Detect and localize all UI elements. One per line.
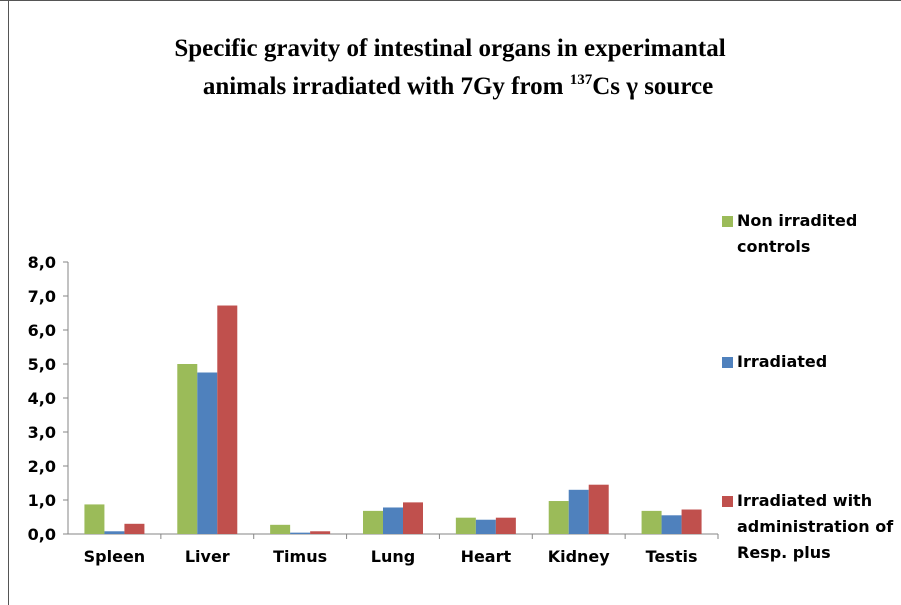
x-tick-label: Testis xyxy=(646,547,698,566)
y-tick-label: 0,0 xyxy=(28,525,56,544)
bar xyxy=(197,372,218,534)
x-tick-label: Spleen xyxy=(84,547,146,566)
bar xyxy=(124,523,145,534)
bar xyxy=(270,524,291,534)
y-tick-label: 4,0 xyxy=(28,389,56,408)
title-part: animals irradiated with 7Gy from xyxy=(203,73,570,100)
x-tick-label: Kidney xyxy=(548,547,611,566)
legend-label: Non irradited controls xyxy=(737,211,858,256)
x-tick-label: Timus xyxy=(273,547,327,566)
bar xyxy=(363,510,383,534)
bar xyxy=(383,507,403,534)
bar xyxy=(455,517,476,534)
bar xyxy=(177,364,198,534)
chart-title: animals irradiated with 7Gy from 137Cs γ… xyxy=(203,72,713,100)
y-tick-label: 6,0 xyxy=(28,321,56,340)
y-tick-label: 8,0 xyxy=(28,253,56,272)
bar xyxy=(475,519,496,534)
bar xyxy=(84,504,105,534)
bar xyxy=(290,532,311,534)
y-tick-label: 5,0 xyxy=(28,355,56,374)
title-part: Cs γ source xyxy=(592,73,713,100)
title-superscript: 137 xyxy=(570,72,593,88)
bar xyxy=(403,502,423,534)
legend-swatch xyxy=(722,216,733,227)
bar xyxy=(495,517,516,534)
bar xyxy=(104,531,125,534)
bar xyxy=(568,489,589,534)
bar xyxy=(641,510,662,534)
bar xyxy=(217,305,238,534)
x-tick-label: Heart xyxy=(461,547,512,566)
y-tick-label: 3,0 xyxy=(28,423,56,442)
y-tick-label: 7,0 xyxy=(28,287,56,306)
y-tick-label: 1,0 xyxy=(28,491,56,510)
bar xyxy=(661,515,682,534)
bar xyxy=(548,501,569,534)
bar xyxy=(681,509,702,534)
bar xyxy=(588,484,609,534)
legend-label: Irradiated xyxy=(737,352,828,371)
x-tick-label: Liver xyxy=(185,547,230,566)
y-tick-label: 2,0 xyxy=(28,457,56,476)
bar xyxy=(310,531,331,534)
legend-label: Irradiated with administration of Resp. … xyxy=(737,491,894,562)
chart-title: Specific gravity of intestinal organs in… xyxy=(174,35,725,62)
x-tick-label: Lung xyxy=(371,547,415,566)
legend-swatch xyxy=(722,357,733,368)
legend-swatch xyxy=(722,496,733,507)
